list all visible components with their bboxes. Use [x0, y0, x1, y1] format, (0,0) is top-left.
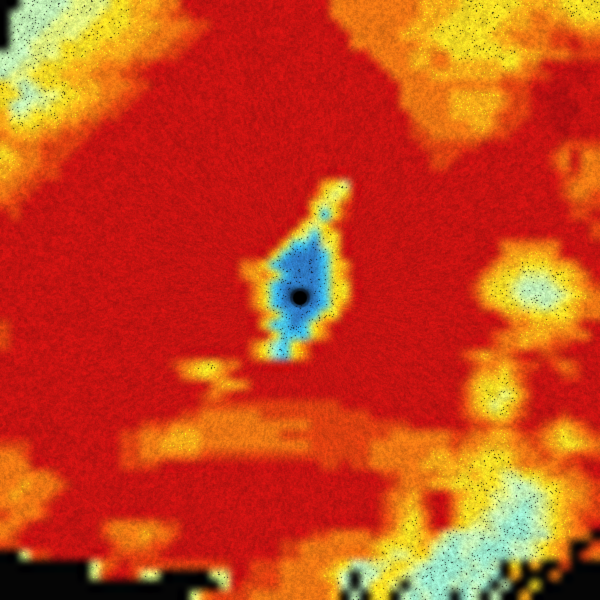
- heatmap-canvas: [0, 0, 600, 600]
- radar-reflectivity-image: [0, 0, 600, 600]
